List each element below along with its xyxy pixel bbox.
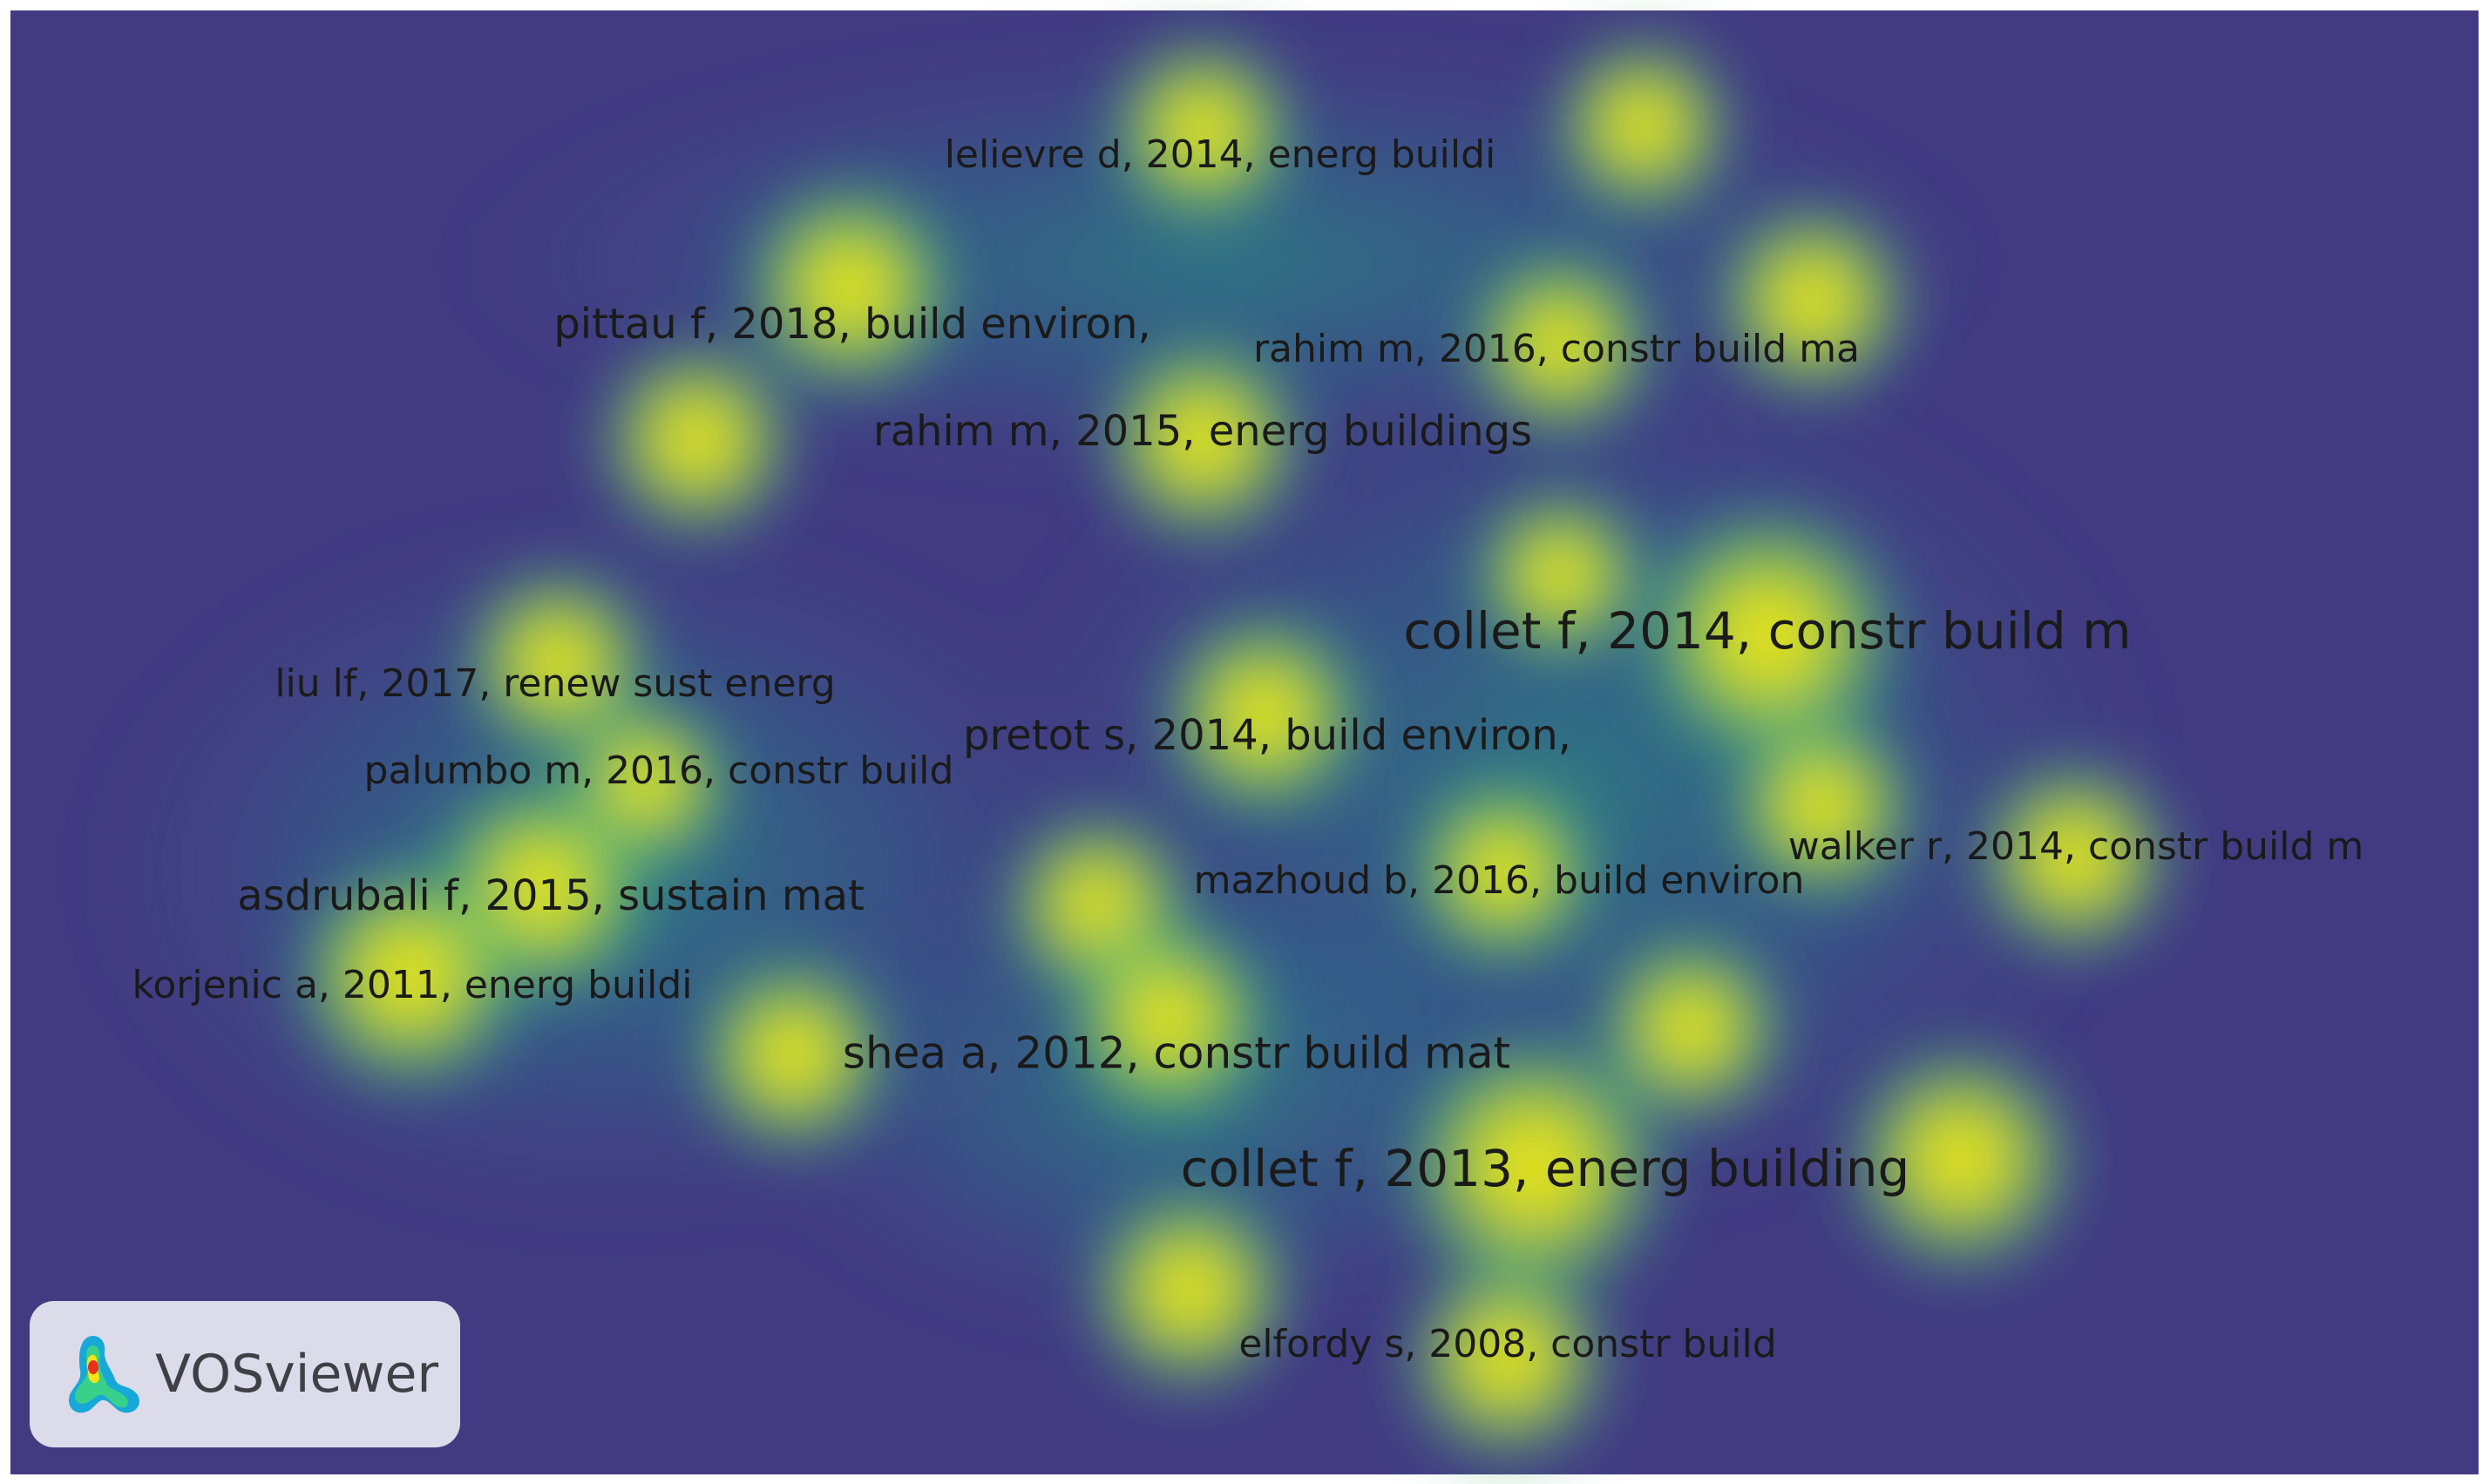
node-label-elfordy-2008[interactable]: elfordy s, 2008, constr build (1238, 1322, 1776, 1366)
density-hotspot (1455, 240, 1665, 449)
density-hotspot (732, 170, 967, 405)
node-label-pittau-2018[interactable]: pittau f, 2018, build environ, (553, 300, 1150, 349)
node-label-pretot-2014[interactable]: pretot s, 2014, build environ, (963, 711, 1571, 760)
density-hotspot (1386, 1020, 1682, 1316)
density-hotspot (1076, 1176, 1303, 1403)
density-hotspot (684, 945, 902, 1163)
density-hotspot (1394, 1246, 1621, 1473)
node-label-mazhoud-2016[interactable]: mazhoud b, 2016, build environ (1194, 858, 1805, 903)
density-hotspot (1704, 192, 1922, 410)
node-label-liu-2017[interactable]: liu lf, 2017, renew sust energ (275, 661, 835, 706)
density-hotspot (283, 850, 536, 1102)
node-label-palumbo-2016[interactable]: palumbo m, 2016, constr build (364, 749, 954, 793)
node-label-rahim-2016[interactable]: rahim m, 2016, constr build ma (1253, 327, 1860, 371)
node-label-shea-2012[interactable]: shea a, 2012, constr build mat (843, 1028, 1510, 1079)
node-label-collet-2014[interactable]: collet f, 2014, constr build m (1403, 601, 2131, 661)
density-hotspot (1464, 479, 1656, 671)
node-label-lelievre-2014[interactable]: lelievre d, 2014, energ buildi (945, 132, 1496, 177)
vosviewer-badge-label: VOSviewer (155, 1344, 439, 1405)
density-hotspots (283, 26, 2183, 1473)
density-hotspot (1965, 749, 2183, 967)
node-labels: lelievre d, 2014, energ buildi pittau f,… (132, 132, 2364, 1366)
density-hotspot (1717, 701, 1926, 911)
vosviewer-logo-icon (68, 1335, 140, 1413)
vosviewer-badge: VOSviewer (30, 1301, 460, 1447)
density-hotspot (1399, 767, 1608, 976)
density-hotspot (1098, 26, 1307, 235)
density-hotspot (1835, 1033, 2087, 1285)
node-label-korjenic-2011[interactable]: korjenic a, 2011, energ buildi (132, 963, 692, 1007)
node-label-asdrubali-2015[interactable]: asdrubali f, 2015, sustain mat (237, 871, 865, 920)
density-hotspot (1055, 906, 1281, 1133)
node-label-rahim-2015[interactable]: rahim m, 2015, energ buildings (873, 407, 1532, 456)
node-label-collet-2013[interactable]: collet f, 2013, energ building (1181, 1139, 1910, 1198)
density-hotspot (588, 331, 806, 549)
density-hotspot (1543, 26, 1743, 227)
density-hotspot (1150, 601, 1377, 828)
density-hotspot (1089, 327, 1316, 553)
node-label-walker-2014[interactable]: walker r, 2014, constr build m (1788, 824, 2364, 869)
